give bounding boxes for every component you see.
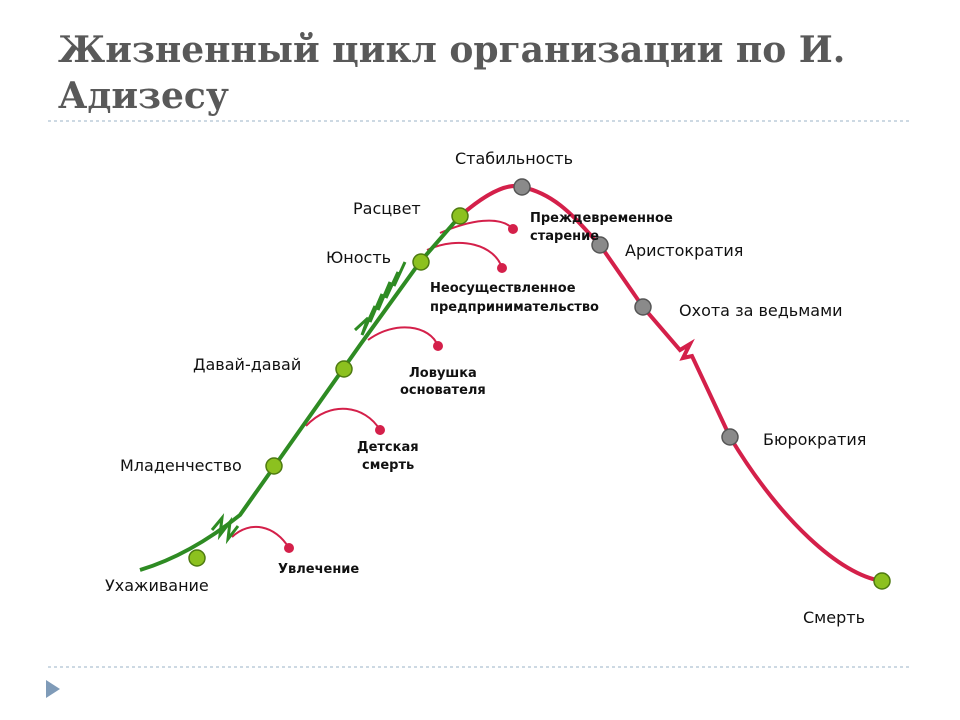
stage-label: Аристократия [625,241,743,260]
title-line: Адизесу [58,75,229,117]
stage-label: Ухаживание [105,576,209,595]
trap-labels: Увлечение Детская смерть Ловушка основат… [278,211,673,577]
stage-labels: Ухаживание Младенчество Давай-давай Юнос… [105,149,866,627]
trap-label: Ловушка [409,366,477,381]
bullet [46,680,60,698]
stage-label: Расцвет [353,199,421,218]
growth-curve [139,214,462,572]
stage-label: Стабильность [455,149,573,168]
trap-label: смерть [362,458,414,473]
stage-label: Младенчество [120,456,242,475]
trap-label: старение [530,229,599,244]
title-line: Жизненный цикл организации по И. [58,29,845,71]
stage-label: Охота за ведьмами [679,301,843,320]
trap-dots [284,224,518,553]
aging-dots [513,178,739,446]
stage-label: Давай-давай [193,355,301,374]
stage-label: Смерть [803,608,865,627]
trap-label: Детская [357,440,419,455]
trap-label: предпринимательство [430,300,599,315]
stage-label: Бюрократия [763,430,866,449]
trap-label: основателя [400,383,486,398]
growth-dots [188,207,891,590]
stage-label: Юность [326,248,391,267]
trap-label: Преждевременное [530,211,673,226]
trap-label: Неосуществленное [430,281,576,296]
trap-label: Увлечение [278,562,359,577]
